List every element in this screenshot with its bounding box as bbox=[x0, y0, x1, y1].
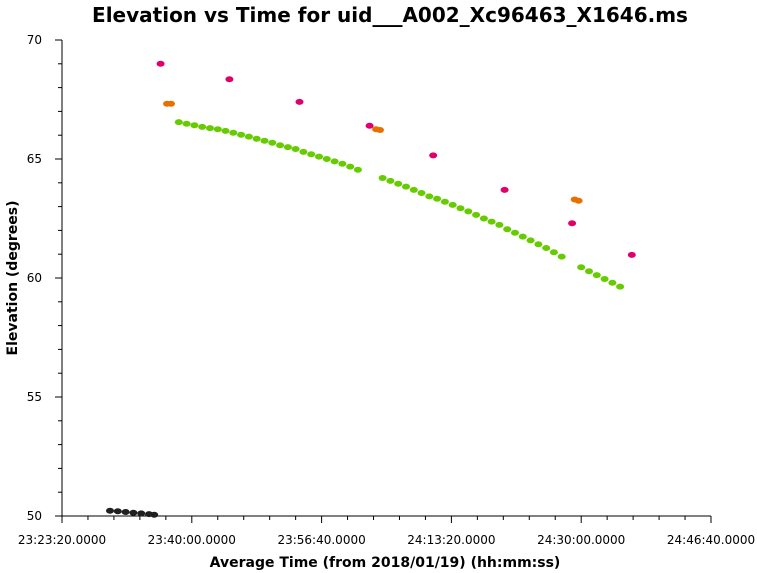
data-point bbox=[472, 211, 481, 218]
data-point bbox=[237, 131, 246, 138]
data-point bbox=[409, 186, 418, 193]
data-point bbox=[268, 139, 277, 146]
data-point bbox=[113, 508, 122, 515]
data-point bbox=[129, 509, 138, 516]
y-tick-label: 55 bbox=[27, 390, 42, 404]
data-point bbox=[503, 226, 512, 233]
data-point bbox=[106, 507, 114, 514]
data-point bbox=[585, 268, 593, 275]
series-1 bbox=[156, 60, 636, 258]
data-point bbox=[542, 245, 551, 251]
data-point bbox=[291, 146, 300, 152]
series-0 bbox=[106, 507, 159, 518]
data-point bbox=[315, 153, 323, 160]
data-point bbox=[577, 264, 586, 271]
x-tick-label: 24:46:40.0000 bbox=[667, 533, 755, 547]
data-point bbox=[600, 276, 609, 282]
data-point bbox=[225, 76, 234, 83]
data-point bbox=[500, 186, 509, 193]
data-point bbox=[378, 175, 387, 181]
x-tick-label: 24:13:20.0000 bbox=[407, 533, 495, 547]
data-point bbox=[190, 122, 199, 129]
data-point bbox=[479, 215, 488, 222]
data-point bbox=[244, 133, 253, 140]
data-point bbox=[198, 123, 207, 130]
data-point bbox=[174, 119, 183, 126]
data-point bbox=[464, 208, 473, 215]
data-point bbox=[402, 183, 410, 190]
data-point bbox=[137, 510, 146, 517]
data-point bbox=[526, 237, 535, 244]
x-axis-label: Average Time (from 2018/01/19) (hh:mm:ss… bbox=[210, 555, 561, 571]
axes: 23:23:20.0000 23:40:00.0000 23:56:40.0000 2… bbox=[18, 33, 755, 547]
data-point bbox=[511, 229, 519, 236]
data-point bbox=[448, 201, 457, 208]
data-point bbox=[627, 251, 636, 258]
data-point bbox=[299, 148, 308, 155]
data-point bbox=[616, 283, 625, 290]
data-point bbox=[549, 249, 558, 256]
data-point bbox=[440, 198, 449, 205]
data-point bbox=[495, 221, 504, 228]
data-point bbox=[150, 511, 159, 518]
data-point bbox=[283, 144, 292, 151]
data-point bbox=[121, 509, 130, 515]
data-point bbox=[182, 120, 191, 127]
data-point bbox=[206, 125, 214, 132]
data-point bbox=[229, 129, 238, 136]
data-point bbox=[252, 135, 261, 142]
data-point bbox=[167, 100, 175, 107]
y-tick-label: 50 bbox=[27, 509, 42, 523]
data-point bbox=[456, 205, 465, 212]
data-point bbox=[518, 233, 527, 240]
series-2 bbox=[163, 100, 583, 204]
data-point bbox=[221, 127, 230, 134]
data-point bbox=[608, 279, 617, 286]
data-point bbox=[376, 127, 384, 133]
data-point bbox=[365, 122, 374, 129]
y-tick-label: 60 bbox=[27, 271, 42, 285]
y-tick-label: 65 bbox=[27, 152, 42, 166]
y-axis-label: Elevation (degrees) bbox=[5, 201, 21, 356]
data-point bbox=[346, 163, 355, 170]
data-point bbox=[568, 220, 577, 227]
data-point bbox=[487, 218, 496, 225]
data-point bbox=[353, 166, 362, 173]
data-point bbox=[322, 156, 331, 162]
data-point bbox=[534, 241, 543, 248]
data-point bbox=[213, 126, 222, 133]
data-point bbox=[433, 195, 442, 202]
data-point bbox=[276, 142, 285, 149]
data-point bbox=[386, 177, 395, 184]
data-point bbox=[592, 272, 601, 279]
series-3 bbox=[174, 119, 625, 290]
x-tick-label: 23:40:00.0000 bbox=[148, 533, 236, 547]
data-point bbox=[307, 151, 316, 158]
y-tick-label: 70 bbox=[27, 33, 42, 47]
data-point bbox=[330, 158, 339, 165]
data-point bbox=[260, 137, 269, 144]
data-point bbox=[574, 197, 583, 204]
data-point bbox=[394, 180, 403, 187]
plot-points bbox=[106, 60, 636, 518]
data-point bbox=[557, 253, 566, 260]
x-tick-label: 23:56:40.0000 bbox=[277, 533, 365, 547]
x-tick-label: 24:30:00.0000 bbox=[537, 533, 625, 547]
data-point bbox=[156, 60, 165, 67]
data-point bbox=[429, 152, 438, 159]
data-point bbox=[425, 193, 434, 200]
data-point bbox=[417, 190, 426, 196]
chart-title: Elevation vs Time for uid___A002_Xc96463… bbox=[92, 3, 688, 27]
data-point bbox=[295, 98, 304, 105]
x-tick-label: 23:23:20.0000 bbox=[18, 533, 106, 547]
data-point bbox=[338, 160, 347, 167]
